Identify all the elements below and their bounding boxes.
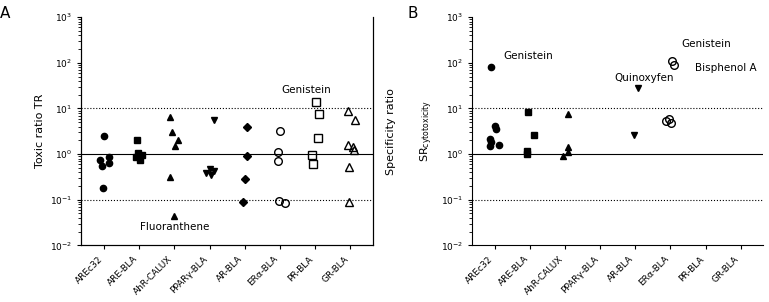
Y-axis label: Specificity ratio: Specificity ratio [386, 88, 396, 175]
Y-axis label: SR$_{\rm cytotoxicity}$: SR$_{\rm cytotoxicity}$ [419, 100, 435, 162]
Text: Fluoranthene: Fluoranthene [140, 222, 209, 232]
Text: Bisphenol A: Bisphenol A [695, 63, 757, 73]
Text: Genistein: Genistein [281, 85, 331, 95]
Text: Quinoxyfen: Quinoxyfen [614, 73, 674, 83]
Text: Genistein: Genistein [681, 39, 731, 49]
Text: B: B [408, 6, 418, 21]
Text: A: A [0, 6, 10, 21]
Y-axis label: Toxic ratio TR: Toxic ratio TR [35, 94, 45, 169]
Text: Genistein: Genistein [504, 51, 554, 61]
